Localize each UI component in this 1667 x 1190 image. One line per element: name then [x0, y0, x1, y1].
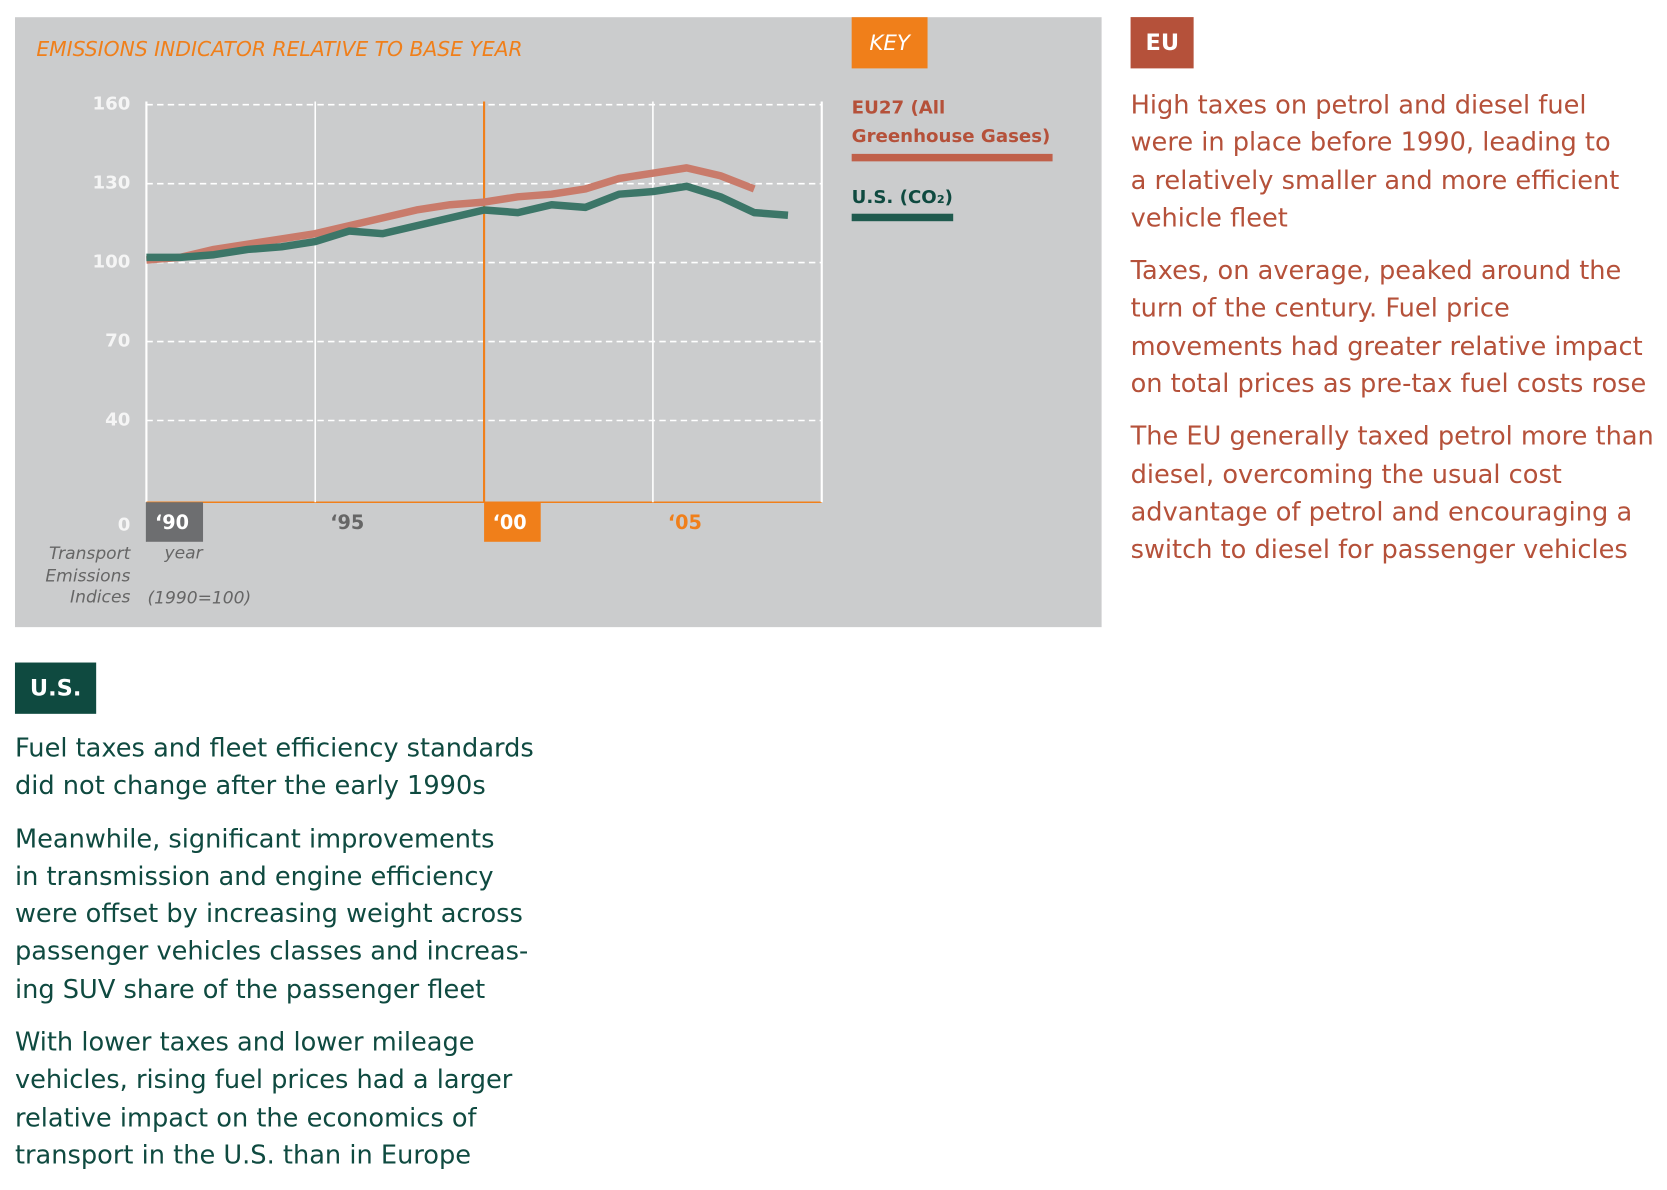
x-tick-label: ‘95: [330, 511, 364, 534]
paragraph: High taxes on petrol and diesel fuel were…: [1131, 87, 1654, 238]
text-line: advantage of petrol and encouraging a: [1130, 496, 1633, 527]
us-text: Fuel taxes and fleet efficiency standard…: [15, 730, 534, 1175]
paragraph: With lower taxes and lower mileage vehicl…: [15, 1024, 534, 1175]
key-box: [851, 17, 928, 69]
legend-swatch[interactable]: [851, 153, 1053, 162]
text-line: vehicle fleet: [1130, 202, 1288, 233]
text-line: relative impact on the economics of: [14, 1102, 477, 1133]
us-panel: U.S. Fuel taxes and fleet efficiency sta…: [14, 662, 534, 1190]
x-axis-label: year: [164, 544, 204, 564]
eu-text: High taxes on petrol and diesel fuel were…: [1131, 87, 1654, 570]
text-line: on total prices as pre-tax fuel costs ro…: [1130, 368, 1647, 399]
y-tick-label: 130: [92, 173, 130, 194]
text-line: Fuel taxes and fleet efficiency standard…: [14, 733, 534, 763]
y-axis-label: Transport Emissions Indices: [45, 542, 131, 607]
paragraph: Fuel taxes and fleet efficiency standard…: [15, 730, 534, 805]
text-line: Meanwhile, significant improvements: [14, 823, 495, 854]
legend-label[interactable]: U.S. (CO₂): [851, 187, 953, 209]
text-line: With lower taxes and lower mileage: [14, 1027, 475, 1057]
paragraph: The EU generally taxed petrol more than d…: [1131, 418, 1654, 569]
us-heading: U.S.: [14, 662, 97, 714]
paragraph: Meanwhile, significant improvements in tr…: [15, 820, 534, 1009]
text-line: did not change after the early 1990s: [14, 770, 486, 801]
text-line: The EU generally taxed petrol more than: [1130, 421, 1654, 452]
eu-panel: EU High taxes on petrol and diesel fuel w…: [1130, 17, 1654, 584]
text-line: were in place before 1990, leading to: [1130, 127, 1611, 158]
legend-label[interactable]: EU27 (All Greenhouse Gases): [851, 97, 1051, 148]
chart-title: EMISSIONS INDICATOR RELATIVE TO BASE YEA…: [36, 37, 522, 61]
text-line: in transmission and engine efficiency: [14, 861, 494, 892]
y-tick-label: 0: [118, 515, 131, 536]
text-line: vehicles, rising fuel prices had a large…: [14, 1064, 513, 1095]
x-tick-box: [484, 502, 541, 542]
series-line: [146, 164, 756, 264]
text-line: ing SUV share of the passenger fleet: [14, 974, 486, 1005]
text-line: movements had greater relative impact: [1130, 331, 1643, 361]
x-tick-label: ‘00: [493, 511, 527, 534]
text-line: switch to diesel for passenger vehicles: [1130, 534, 1628, 565]
key-label: KEY: [869, 31, 912, 56]
text-line: were offset by increasing weight across: [14, 898, 523, 929]
eu-heading: EU: [1130, 17, 1195, 69]
chart: EMISSIONS INDICATOR RELATIVE TO BASE YEA…: [14, 17, 1102, 628]
text-line: a relatively smaller and more efficient: [1130, 165, 1620, 196]
x-tick-label: ‘90: [155, 511, 189, 534]
y-tick-label: 160: [92, 94, 130, 115]
y-tick-label: 70: [105, 331, 130, 352]
text-line: passenger vehicles classes and increas-: [14, 936, 529, 967]
text-line: diesel, overcoming the usual cost: [1130, 459, 1562, 490]
text-line: turn of the century. Fuel price: [1130, 293, 1510, 324]
legend-swatch[interactable]: [851, 213, 954, 222]
text-line: Taxes, on average, peaked around the: [1130, 255, 1622, 286]
y-note: (1990=100): [147, 588, 251, 608]
y-tick-label: 40: [105, 409, 130, 430]
series-line: [146, 182, 789, 262]
x-tick-box: [146, 502, 204, 542]
y-tick-label: 100: [92, 252, 130, 273]
x-tick-label: ‘05: [668, 511, 702, 534]
paragraph: Taxes, on average, peaked around the turn…: [1131, 252, 1654, 403]
text-line: High taxes on petrol and diesel fuel: [1130, 89, 1587, 120]
text-line: transport in the U.S. than in Europe: [14, 1140, 472, 1171]
